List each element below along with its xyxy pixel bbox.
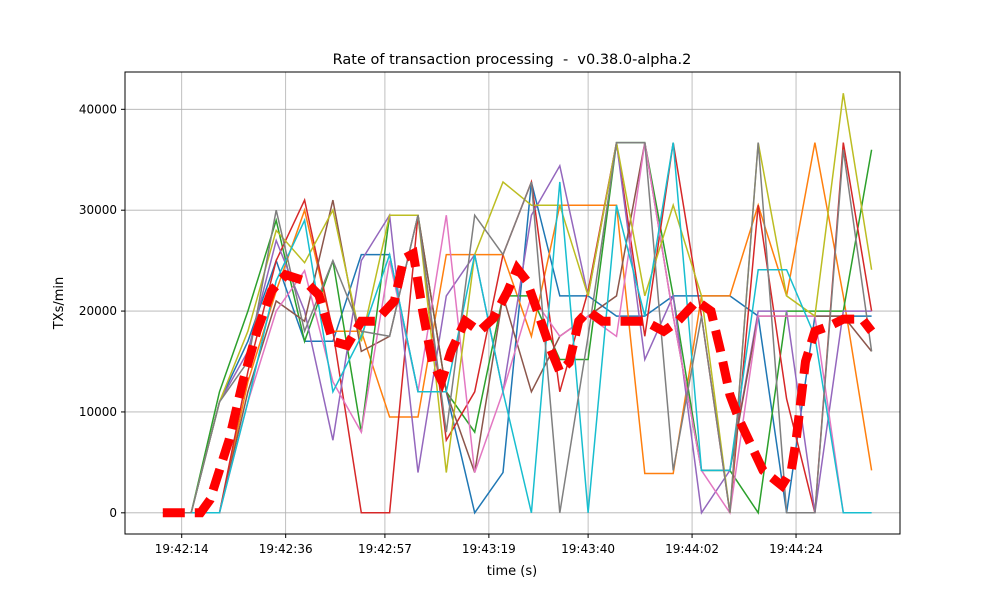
y-tick-label: 20000 — [79, 304, 117, 318]
x-tick-label: 19:43:19 — [462, 542, 516, 556]
series-line-9 — [162, 142, 872, 514]
average-line-group — [162, 246, 876, 518]
x-axis-label: time (s) — [487, 564, 537, 579]
x-axis: 19:42:14 19:42:36 19:42:57 19:43:19 19:43:40… — [155, 534, 823, 556]
series-line-3 — [162, 141, 873, 515]
x-tick-label: 19:42:36 — [259, 542, 313, 556]
x-tick-label: 19:44:24 — [769, 542, 823, 556]
y-tick-label: 30000 — [79, 203, 117, 217]
x-tick-label: 19:44:02 — [665, 542, 719, 556]
series-line-10 — [162, 141, 873, 514]
y-tick-label: 0 — [109, 506, 117, 520]
average-line — [162, 246, 876, 518]
y-axis-label: TXs/min — [52, 277, 67, 331]
series-group — [162, 93, 873, 515]
axes-frame — [124, 71, 901, 535]
y-tick-label: 40000 — [79, 102, 117, 116]
chart-title: Rate of transaction processing - v0.38.0… — [333, 52, 692, 68]
series-line-5 — [162, 142, 872, 515]
y-axis: 0 10000 20000 30000 40000 — [79, 102, 125, 520]
series-line-7 — [162, 142, 872, 515]
x-tick-label: 19:43:40 — [561, 542, 615, 556]
x-tick-label: 19:42:57 — [358, 542, 412, 556]
y-tick-label: 10000 — [79, 405, 117, 419]
x-tick-label: 19:42:14 — [155, 542, 209, 556]
